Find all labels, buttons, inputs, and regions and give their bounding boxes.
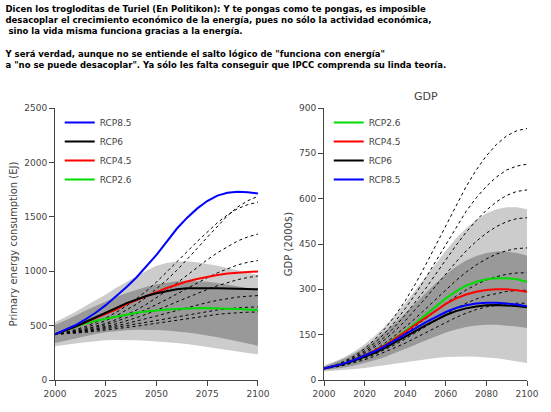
- svg-text:2080: 2080: [475, 389, 498, 399]
- svg-text:0: 0: [311, 375, 317, 385]
- svg-text:2000: 2000: [24, 158, 47, 168]
- svg-text:GDP: GDP: [414, 90, 438, 103]
- svg-text:RCP8.5: RCP8.5: [100, 118, 132, 128]
- svg-text:2000: 2000: [44, 389, 67, 399]
- svg-text:750: 750: [299, 148, 316, 158]
- svg-text:900: 900: [299, 103, 316, 113]
- svg-text:2000: 2000: [313, 389, 336, 399]
- svg-text:2060: 2060: [434, 389, 457, 399]
- svg-text:600: 600: [299, 194, 316, 204]
- svg-text:500: 500: [30, 321, 47, 331]
- svg-text:2040: 2040: [394, 389, 417, 399]
- svg-text:150: 150: [299, 330, 316, 340]
- svg-text:2050: 2050: [145, 389, 168, 399]
- svg-text:2075: 2075: [196, 389, 219, 399]
- svg-text:2100: 2100: [247, 389, 270, 399]
- svg-text:450: 450: [299, 239, 316, 249]
- svg-text:RCP8.5: RCP8.5: [369, 175, 401, 185]
- svg-text:RCP4.5: RCP4.5: [100, 156, 132, 166]
- svg-text:1000: 1000: [24, 266, 47, 276]
- svg-text:0: 0: [41, 375, 47, 385]
- svg-text:2500: 2500: [24, 103, 47, 113]
- svg-text:GDP (2000$): GDP (2000$): [283, 212, 294, 276]
- svg-text:300: 300: [299, 284, 316, 294]
- svg-text:2025: 2025: [94, 389, 117, 399]
- svg-text:Dicen los trogloditas de Turie: Dicen los trogloditas de Turiel (En Poli…: [5, 4, 447, 69]
- svg-text:RCP4.5: RCP4.5: [369, 137, 401, 147]
- svg-text:RCP2.6: RCP2.6: [100, 175, 132, 185]
- svg-text:2020: 2020: [353, 389, 376, 399]
- svg-text:RCP6: RCP6: [369, 156, 393, 166]
- svg-text:2100: 2100: [516, 389, 539, 399]
- svg-text:1500: 1500: [24, 212, 47, 222]
- svg-text:RCP6: RCP6: [100, 137, 124, 147]
- svg-text:Primary energy consumption (EJ: Primary energy consumption (EJ): [8, 161, 19, 326]
- svg-text:RCP2.6: RCP2.6: [369, 118, 401, 128]
